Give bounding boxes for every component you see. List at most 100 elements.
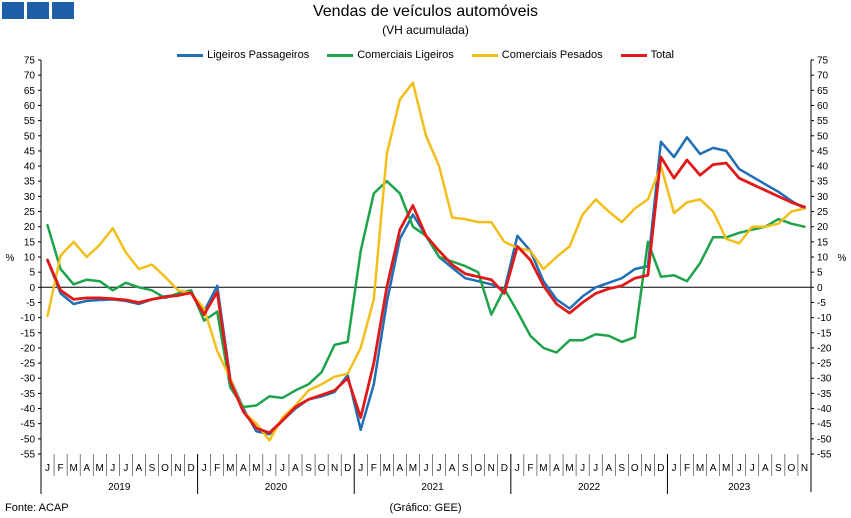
y-tick-label-left: -5 <box>26 298 35 309</box>
y-tick-label-right: 15 <box>817 237 829 248</box>
x-tick-label-month: J <box>737 463 742 474</box>
legend-label: Comerciais Pesados <box>501 49 603 61</box>
y-tick-label-left: -45 <box>21 419 36 430</box>
y-tick-label-left: -50 <box>21 434 36 445</box>
x-tick-label-month: A <box>397 463 404 474</box>
y-tick-label-right: 25 <box>817 207 829 218</box>
legend-item: Ligeiros Passageiros <box>177 49 309 61</box>
x-year-label: 2023 <box>728 482 751 493</box>
y-tick-label-left: -35 <box>21 389 36 400</box>
legend-label: Comerciais Ligeiros <box>357 49 454 61</box>
x-tick-label-month: J <box>123 463 128 474</box>
x-tick-label-month: D <box>187 463 194 474</box>
x-tick-label-month: S <box>462 463 469 474</box>
y-tick-label-right: -45 <box>817 419 832 430</box>
y-tick-label-left: 70 <box>24 71 36 82</box>
y-tick-label-left: -30 <box>21 374 36 385</box>
x-tick-label-month: J <box>750 463 755 474</box>
x-tick-label-month: M <box>252 463 260 474</box>
x-tick-label-month: O <box>788 463 796 474</box>
y-tick-label-left: 75 <box>24 56 36 67</box>
source-note: Fonte: ACAP <box>5 502 69 514</box>
y-tick-label-left: 10 <box>24 253 36 264</box>
y-tick-label-left: 0 <box>29 283 35 294</box>
x-year-label: 2021 <box>421 482 444 493</box>
legend-item: Total <box>620 49 674 61</box>
y-tick-label-right: 20 <box>817 222 829 233</box>
logo-block <box>52 2 74 19</box>
x-tick-label-month: O <box>161 463 169 474</box>
series-line-comerciais-pesados <box>46 81 806 442</box>
legend-item: Comerciais Ligeiros <box>327 49 454 61</box>
y-tick-label-left: 15 <box>24 237 36 248</box>
y-tick-label-right: 40 <box>817 162 829 173</box>
x-tick-label-month: F <box>684 463 690 474</box>
y-tick-label-right: -10 <box>817 313 832 324</box>
y-tick-label-left: 65 <box>24 86 36 97</box>
x-tick-label-month: O <box>318 463 326 474</box>
gee-logo <box>2 2 74 19</box>
x-tick-label-month: F <box>214 463 220 474</box>
x-tick-label-month: A <box>449 463 456 474</box>
y-tick-label-right: -55 <box>817 450 832 461</box>
chart-credit: (Gráfico: GEE) <box>389 502 462 514</box>
y-tick-label-right: 50 <box>817 131 829 142</box>
x-year-label: 2022 <box>578 482 601 493</box>
chart-legend: Ligeiros Passageiros Comerciais Ligeiros C… <box>0 49 851 61</box>
y-tick-label-right: -15 <box>817 328 832 339</box>
x-tick-label-month: J <box>358 463 363 474</box>
y-tick-label-right: -40 <box>817 404 832 415</box>
y-tick-label-left: -25 <box>21 359 36 370</box>
y-tick-label-right: 0 <box>817 283 823 294</box>
x-tick-label-month: S <box>149 463 156 474</box>
x-tick-label-month: J <box>580 463 585 474</box>
x-tick-label-month: M <box>96 463 104 474</box>
x-tick-label-month: J <box>593 463 598 474</box>
series-line-ligeiros-passageiros <box>46 136 806 436</box>
y-tick-label-right: -30 <box>817 374 832 385</box>
x-tick-label-month: A <box>240 463 247 474</box>
y-tick-label-left: 20 <box>24 222 36 233</box>
x-tick-label-month: M <box>539 463 547 474</box>
x-tick-label-month: N <box>488 463 495 474</box>
x-tick-label-month: A <box>292 463 299 474</box>
y-tick-label-right: -5 <box>817 298 826 309</box>
x-tick-label-month: M <box>565 463 573 474</box>
y-tick-label-left: -40 <box>21 404 36 415</box>
x-tick-label-month: J <box>671 463 676 474</box>
y-tick-label-left: 35 <box>24 177 36 188</box>
x-year-label: 2019 <box>108 482 131 493</box>
y-tick-label-left: -20 <box>21 343 36 354</box>
x-tick-label-month: J <box>267 463 272 474</box>
y-tick-label-right: 30 <box>817 192 829 203</box>
legend-swatch <box>177 53 204 57</box>
y-tick-label-left: 50 <box>24 131 36 142</box>
series-line-total <box>46 155 806 435</box>
x-tick-label-month: S <box>305 463 312 474</box>
x-tick-label-month: F <box>371 463 377 474</box>
y-axis-label-left: % <box>6 253 15 264</box>
y-tick-label-right: 65 <box>817 86 829 97</box>
x-tick-label-month: J <box>280 463 285 474</box>
legend-swatch <box>620 53 647 57</box>
y-tick-label-right: -35 <box>817 389 832 400</box>
x-tick-label-month: M <box>696 463 704 474</box>
x-tick-label-month: N <box>644 463 651 474</box>
logo-block <box>2 2 24 19</box>
x-tick-label-month: A <box>605 463 612 474</box>
x-tick-label-month: A <box>136 463 143 474</box>
x-tick-label-month: A <box>553 463 560 474</box>
x-tick-label-month: M <box>69 463 77 474</box>
chart-subtitle: (VH acumulada) <box>382 23 469 37</box>
legend-item: Comerciais Pesados <box>471 49 603 61</box>
x-tick-label-month: F <box>58 463 64 474</box>
y-tick-label-left: 40 <box>24 162 36 173</box>
y-axis-label-right: % <box>838 253 847 264</box>
series-line-comerciais-ligeiros <box>46 179 806 409</box>
x-tick-label-month: J <box>515 463 520 474</box>
y-tick-label-right: 10 <box>817 253 829 264</box>
chart-title: Vendas de veículos automóveis <box>312 3 539 20</box>
x-tick-label-month: J <box>202 463 207 474</box>
x-tick-label-month: M <box>226 463 234 474</box>
